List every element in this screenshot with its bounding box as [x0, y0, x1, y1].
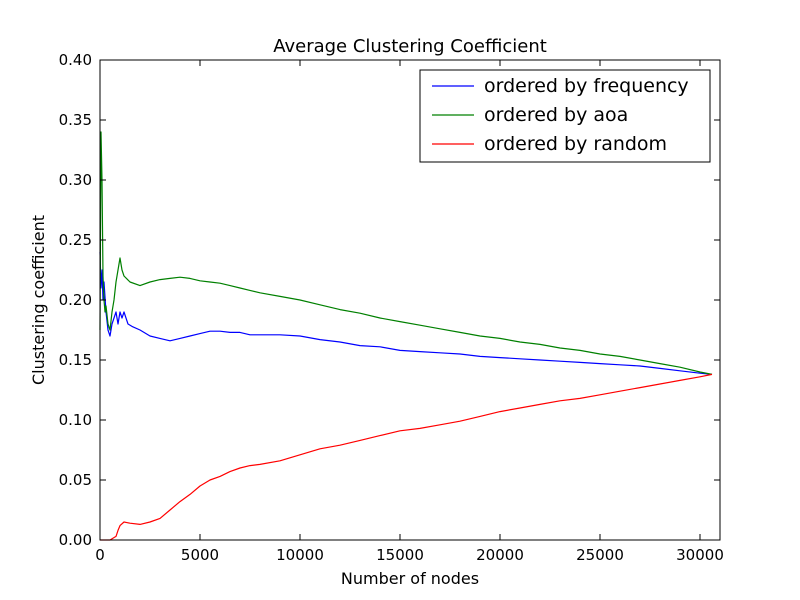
x-tick-label: 25000	[576, 546, 624, 564]
series-line-ordered-by-random	[100, 373, 713, 541]
legend-label-frequency: ordered by frequency	[484, 75, 689, 97]
legend-label-random: ordered by random	[484, 133, 667, 155]
chart-title: Average Clustering Coefficient	[273, 36, 547, 57]
x-tick-label: 10000	[276, 546, 324, 564]
legend-label-aoa: ordered by aoa	[484, 104, 628, 126]
x-tick-label: 30000	[676, 546, 724, 564]
y-tick-label: 0.05	[59, 471, 92, 489]
y-tick-label: 0.35	[59, 111, 92, 129]
x-tick-label: 0	[95, 546, 105, 564]
y-tick-label: 0.25	[59, 231, 92, 249]
series-line-ordered-by-aoa	[99, 131, 713, 375]
series-line-ordered-by-frequency	[99, 251, 713, 375]
y-axis: 0.00 0.05 0.10 0.15 0.20 0.25 0.30 0.35 0.40	[59, 51, 720, 549]
y-tick-label: 0.30	[59, 171, 92, 189]
x-axis: 0 5000 10000 15000 20000 25000 30000	[95, 60, 724, 564]
x-axis-label: Number of nodes	[341, 569, 479, 588]
y-tick-label: 0.40	[59, 51, 92, 69]
y-tick-label: 0.10	[59, 411, 92, 429]
x-tick-label: 15000	[376, 546, 424, 564]
y-tick-label: 0.20	[59, 291, 92, 309]
x-tick-label: 20000	[476, 546, 524, 564]
y-tick-label: 0.00	[59, 531, 92, 549]
series-layer	[99, 131, 713, 541]
y-axis-label: Clustering coefficient	[29, 215, 48, 385]
x-tick-label: 5000	[181, 546, 219, 564]
legend-box	[419, 69, 711, 163]
y-tick-label: 0.15	[59, 351, 92, 369]
legend: ordered by frequency ordered by aoa orde…	[419, 69, 711, 163]
